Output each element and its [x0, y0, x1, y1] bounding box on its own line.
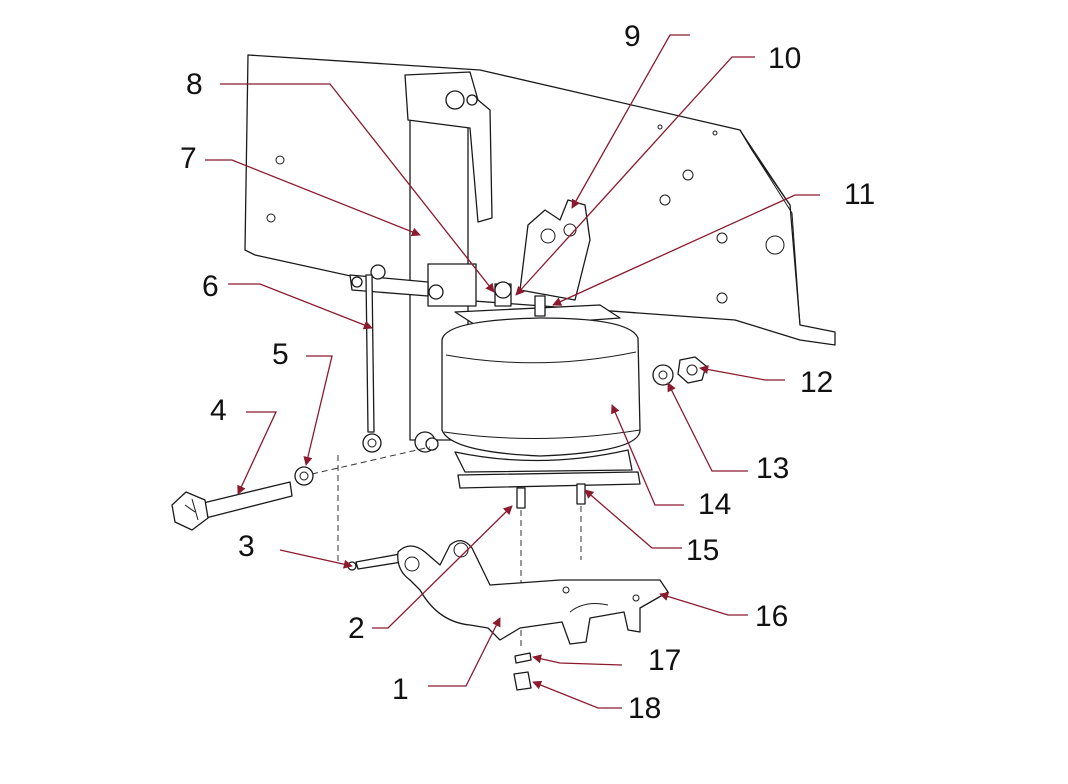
leader-8	[220, 83, 495, 293]
leader-12	[699, 365, 785, 381]
link-end-bolt	[347, 553, 403, 571]
callout-13: 13	[756, 452, 789, 485]
callout-10: 10	[768, 42, 801, 75]
lock-washer-and-nut-bottom	[513, 652, 532, 691]
leader-5	[303, 355, 333, 466]
callout-labels: 1 2 3 4 5 6 7 8 9 10 11 12 13 14 15 16 1…	[180, 20, 875, 725]
callout-9: 9	[624, 20, 641, 53]
leader-10	[515, 56, 755, 296]
air-spring-bellows	[441, 317, 641, 489]
leader-15	[584, 489, 682, 549]
callout-18: 18	[628, 692, 661, 725]
upper-mount-bracket	[519, 199, 591, 301]
callout-7: 7	[180, 142, 197, 175]
callout-14: 14	[698, 488, 731, 521]
leader-3	[279, 549, 353, 569]
leader-1	[428, 617, 501, 687]
frame-bracket-plate	[244, 54, 836, 346]
leader-7	[205, 159, 421, 237]
linkage-rod	[362, 274, 382, 453]
callout-8: 8	[186, 68, 203, 101]
leader-9	[571, 34, 690, 209]
callout-2: 2	[348, 612, 365, 645]
leader-17	[532, 654, 623, 666]
alignment-lines	[311, 446, 582, 650]
air-spring-studs	[516, 483, 586, 509]
leader-11	[552, 194, 820, 306]
lower-axle-bracket	[397, 540, 669, 645]
callout-6: 6	[202, 270, 219, 303]
leader-lines	[205, 34, 820, 709]
leader-13	[667, 382, 748, 472]
nut-and-washer-right	[652, 356, 707, 386]
callout-4: 4	[210, 394, 227, 427]
callout-5: 5	[272, 338, 289, 371]
leader-2	[372, 505, 513, 629]
leader-6	[228, 283, 373, 330]
callout-15: 15	[686, 534, 719, 567]
leader-4	[237, 411, 278, 495]
callout-11: 11	[844, 178, 875, 211]
callout-17: 17	[648, 644, 681, 677]
leader-18	[532, 680, 622, 709]
callout-1: 1	[392, 673, 409, 706]
callout-12: 12	[800, 366, 833, 399]
callout-3: 3	[238, 530, 255, 563]
leader-14	[611, 404, 684, 506]
bolt-and-washer-left	[171, 466, 314, 531]
leader-16	[659, 592, 748, 616]
callout-16: 16	[755, 600, 788, 633]
